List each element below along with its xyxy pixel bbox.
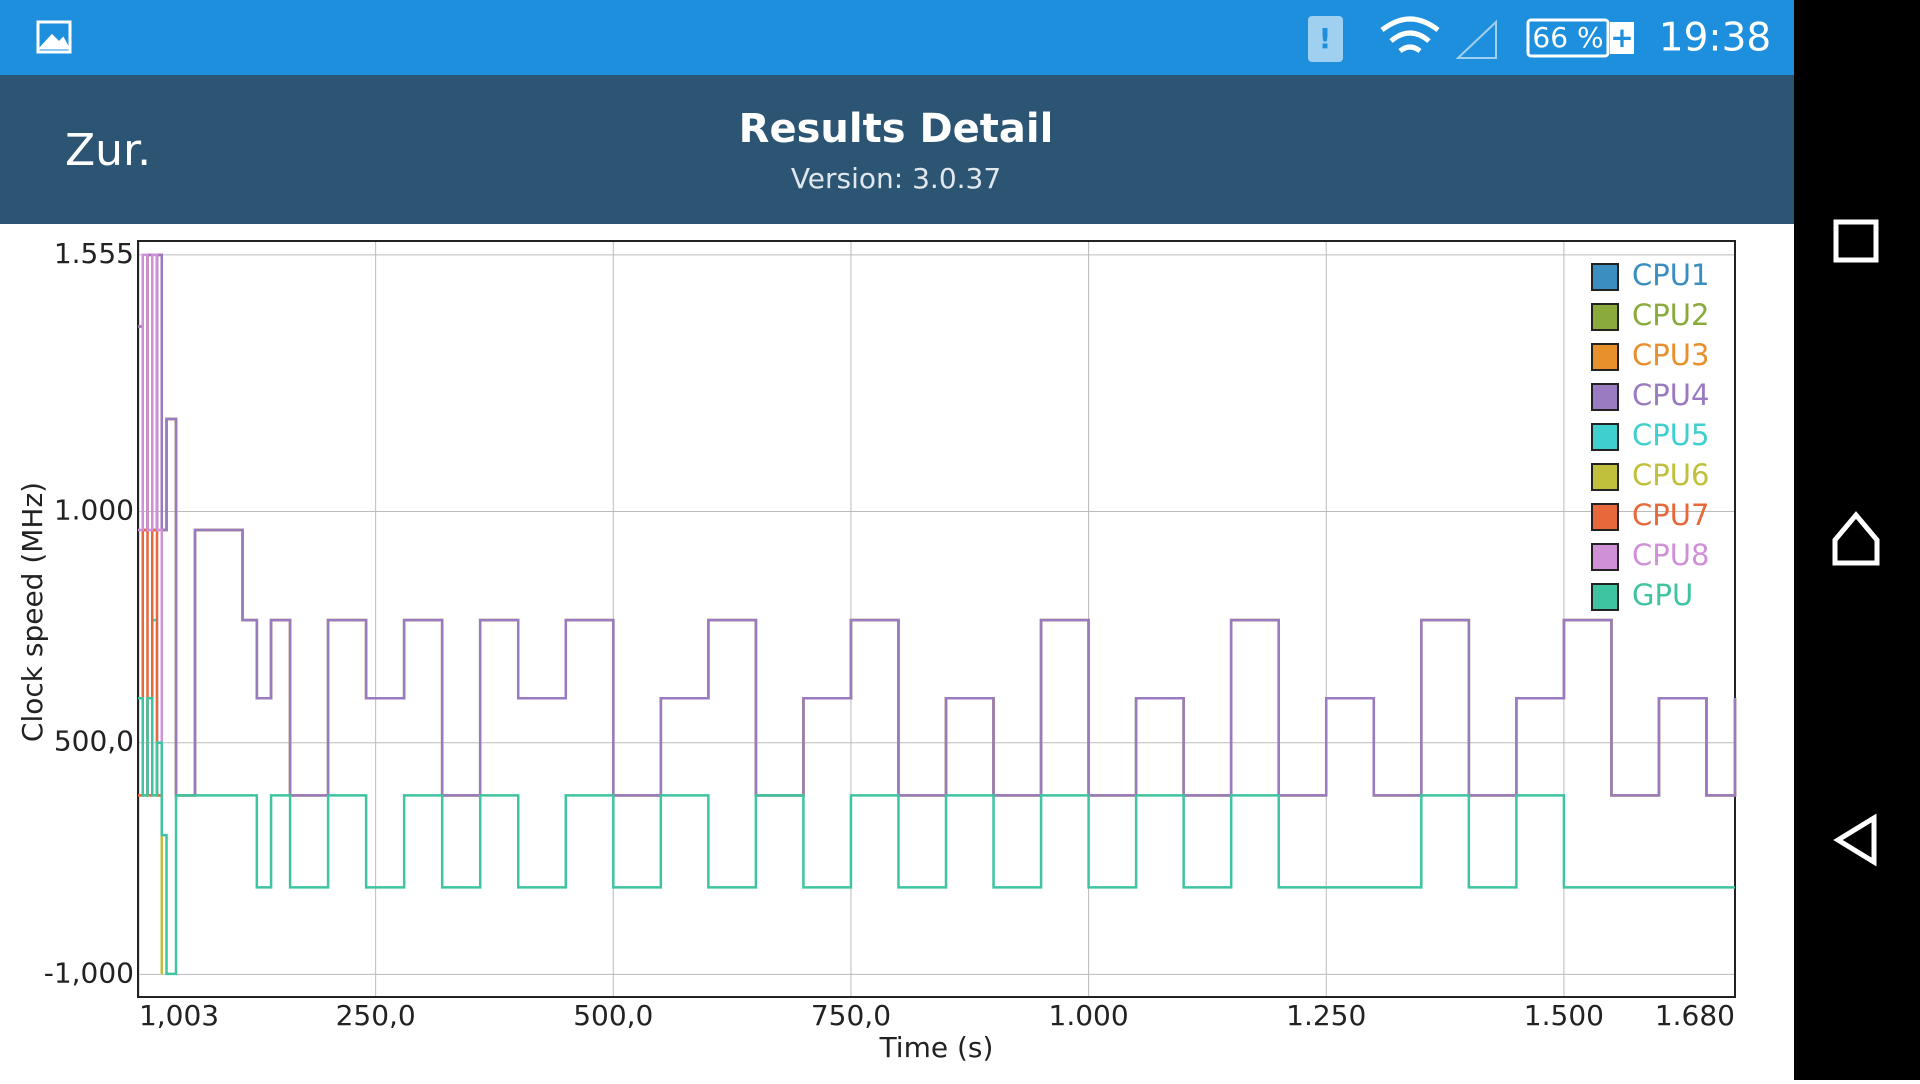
series-line — [138, 697, 1735, 976]
nav-bar — [1794, 0, 1920, 1080]
legend-label: CPU1 — [1632, 258, 1709, 292]
header-title: Results Detail — [739, 106, 1054, 152]
legend-swatch — [1591, 423, 1619, 451]
series-line — [138, 253, 164, 796]
legend-label: CPU8 — [1632, 538, 1709, 572]
series-line — [138, 253, 1737, 797]
x-tick-label: 1.680 — [1655, 999, 1735, 1032]
status-bar — [0, 0, 1794, 75]
series-line — [138, 253, 1737, 797]
legend-swatch — [1591, 543, 1619, 571]
legend-swatch — [1591, 583, 1619, 611]
legend-swatch — [1591, 503, 1619, 531]
legend-label: CPU3 — [1632, 338, 1709, 372]
x-tick-label: 250,0 — [336, 999, 416, 1032]
y-tick-label: -1,000 — [44, 956, 134, 989]
back-button[interactable]: Zur. — [65, 125, 151, 176]
legend-label: CPU2 — [1632, 298, 1709, 332]
legend-label: GPU — [1632, 578, 1693, 612]
battery-level: 66 % — [1532, 21, 1603, 54]
series-line — [138, 794, 164, 974]
x-tick-label: 1.000 — [1049, 999, 1129, 1032]
series-line — [138, 528, 162, 797]
charge-plus: + — [1610, 21, 1633, 54]
x-tick-label: 750,0 — [811, 999, 891, 1032]
app-header — [0, 75, 1794, 224]
recents-button[interactable] — [1833, 219, 1879, 263]
home-button[interactable] — [1832, 511, 1880, 566]
series-line — [138, 253, 1737, 797]
series-line — [138, 253, 1737, 797]
x-tick-label: 1,003 — [139, 999, 219, 1032]
legend-label: CPU7 — [1632, 498, 1709, 532]
legend-label: CPU5 — [1632, 418, 1709, 452]
plot-frame — [137, 240, 1736, 998]
x-axis-title: Time (s) — [879, 1031, 994, 1064]
x-tick-label: 1.250 — [1286, 999, 1366, 1032]
clock: 19:38 — [1659, 16, 1771, 61]
x-tick-label: 1.500 — [1524, 999, 1604, 1032]
legend-label: CPU6 — [1632, 458, 1709, 492]
back-nav-button[interactable] — [1833, 813, 1877, 867]
legend-swatch — [1591, 263, 1619, 291]
signal-icon — [1455, 19, 1497, 59]
battery-icon — [1526, 18, 1610, 58]
legend-swatch — [1591, 343, 1619, 371]
legend-label: CPU4 — [1632, 378, 1709, 412]
x-tick-label: 500,0 — [573, 999, 653, 1032]
gallery-icon — [36, 20, 72, 54]
y-tick-label: 1.555 — [54, 237, 134, 270]
legend-swatch — [1591, 303, 1619, 331]
y-tick-label: 500,0 — [54, 725, 134, 758]
y-tick-label: 1.000 — [54, 493, 134, 526]
battery-charge — [1610, 22, 1634, 54]
svg-text:!: ! — [1319, 22, 1332, 55]
alert-icon: ! — [1308, 16, 1343, 62]
y-axis-title: Clock speed (MHz) — [16, 482, 49, 742]
wifi-icon — [1380, 16, 1440, 54]
legend-swatch — [1591, 463, 1619, 491]
legend-swatch — [1591, 383, 1619, 411]
header-subtitle: Version: 3.0.37 — [791, 162, 1001, 195]
